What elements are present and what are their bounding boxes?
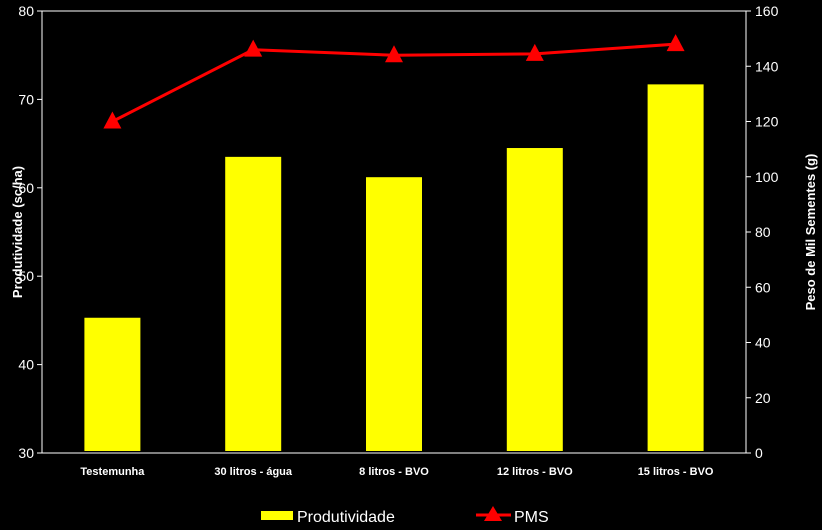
x-tick-label: 12 litros - BVO xyxy=(497,466,573,478)
y2-tick-label: 20 xyxy=(755,390,771,406)
left-axis: 30 40 50 60 70 80 xyxy=(18,3,42,461)
bar xyxy=(366,177,422,451)
bar-series xyxy=(84,84,704,452)
y-tick-label: 30 xyxy=(18,445,34,461)
legend-swatch-produtividade xyxy=(261,511,293,520)
bar xyxy=(506,148,563,451)
y-tick-label: 60 xyxy=(18,180,34,196)
bar xyxy=(647,84,704,451)
x-tick-label: Testemunha xyxy=(80,466,145,478)
pms-point-marker xyxy=(525,43,544,61)
y2-tick-label: 60 xyxy=(755,279,771,295)
legend-label-pms: PMS xyxy=(514,509,549,526)
y2-tick-label: 160 xyxy=(755,3,779,19)
y-tick-label: 50 xyxy=(18,268,34,284)
y2-tick-label: 120 xyxy=(755,114,779,130)
legend-marker-pms xyxy=(484,506,502,521)
x-tick-label: 15 litros - BVO xyxy=(638,466,714,478)
pms-point-marker xyxy=(666,34,685,52)
y-tick-label: 70 xyxy=(18,91,34,107)
pms-point-marker xyxy=(385,45,403,63)
y2-tick-label: 140 xyxy=(755,58,779,74)
line-series xyxy=(103,34,685,129)
bar xyxy=(84,317,141,451)
y2-axis-title: Peso de Mil Sementes (g) xyxy=(803,154,818,311)
y2-tick-label: 80 xyxy=(755,224,771,240)
category-axis: Testemunha 30 litros - água 8 litros - BVO… xyxy=(80,466,714,478)
bar xyxy=(225,156,282,452)
legend-label-produtividade: Produtividade xyxy=(297,509,395,526)
legend: Produtividade PMS xyxy=(261,506,549,526)
x-tick-label: 8 litros - BVO xyxy=(359,466,429,478)
y2-tick-label: 0 xyxy=(755,445,763,461)
y2-tick-label: 100 xyxy=(755,169,779,185)
x-tick-label: 30 litros - água xyxy=(214,466,293,478)
y-axis-title: Produtividade (sc/ha) xyxy=(10,166,25,298)
y-tick-label: 40 xyxy=(18,357,34,373)
y-tick-label: 80 xyxy=(18,3,34,19)
right-axis: 0 20 40 60 80 100 120 140 160 xyxy=(746,3,779,461)
pms-point-marker xyxy=(103,111,122,129)
pms-point-marker xyxy=(244,39,263,57)
y2-tick-label: 40 xyxy=(755,335,771,351)
